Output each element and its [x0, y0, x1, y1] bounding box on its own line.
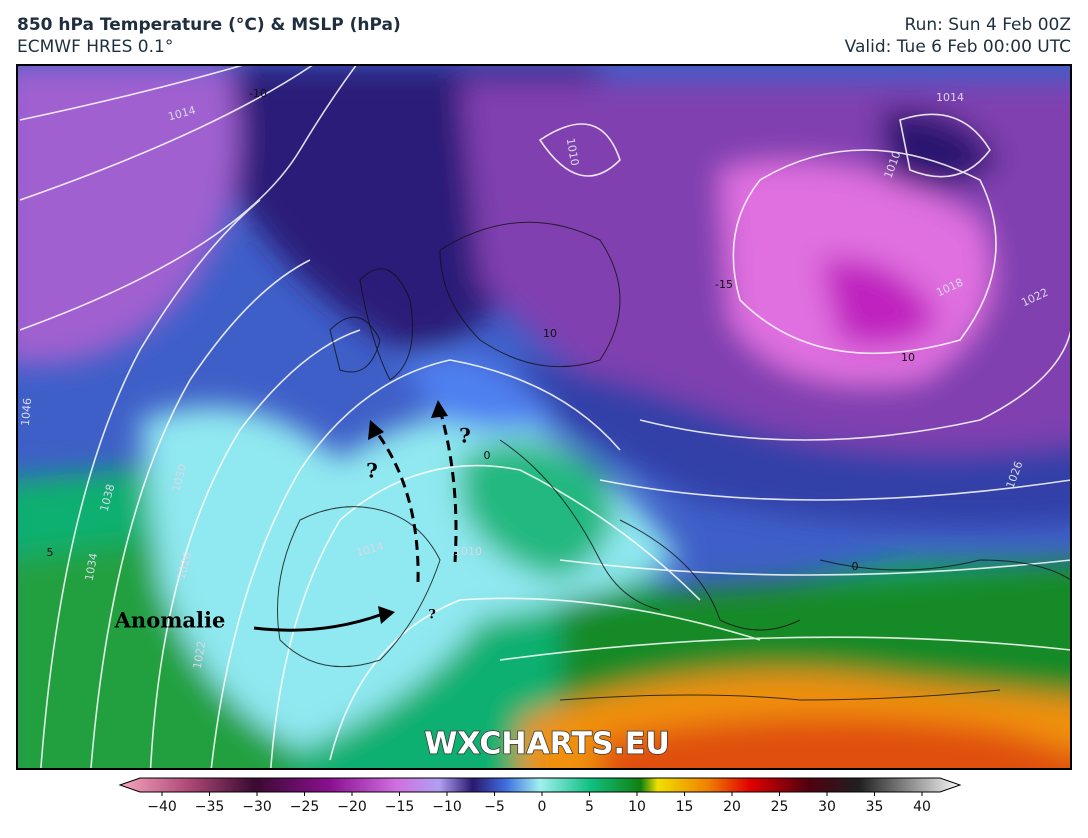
colorbar-tick-label: 20 — [723, 799, 741, 815]
arrow-heads — [368, 400, 448, 624]
watermark: WXCHARTS.EU — [424, 727, 670, 762]
title: 850 hPa Temperature (°C) & MSLP (hPa) — [17, 15, 401, 35]
colorbar-tick-label: −20 — [337, 799, 367, 815]
colorbar-tick-label: −40 — [147, 799, 177, 815]
colorbar-tick-label: −10 — [432, 799, 462, 815]
colorbar-tick-label: −25 — [290, 799, 320, 815]
isobar-label: 1014 — [936, 91, 964, 104]
temperature-label: 0 — [484, 449, 491, 462]
colorbar-tick-label: −5 — [484, 799, 505, 815]
temperature-label: -10 — [249, 87, 267, 100]
isobar-label: 1010 — [454, 545, 482, 558]
temperature-label: 10 — [543, 327, 557, 340]
temperature-label: 5 — [47, 546, 54, 559]
temperature-label: 10 — [901, 351, 915, 364]
colorbar-tick-label: −30 — [242, 799, 272, 815]
isobars — [19, 65, 1071, 769]
colorbar-tick-label: 0 — [538, 799, 547, 815]
question-mark: ? — [428, 608, 436, 623]
colorbar-tick-label: 35 — [866, 799, 884, 815]
colorbar-tick-label: 30 — [818, 799, 836, 815]
colorbar-tick-label: 10 — [628, 799, 646, 815]
colorbar-tick-label: 5 — [585, 799, 594, 815]
valid-time: Valid: Tue 6 Feb 00:00 UTC — [845, 37, 1071, 57]
temperature-label: -15 — [715, 278, 733, 291]
isobar-label: 1022 — [191, 640, 209, 670]
coastlines — [277, 221, 1071, 701]
map-frame — [16, 64, 1072, 770]
question-mark: ? — [366, 459, 378, 483]
annotation-label: Anomalie — [114, 608, 226, 633]
run-time: Run: Sun 4 Feb 00Z — [905, 15, 1071, 35]
colorbar-tick-label: −35 — [195, 799, 225, 815]
annotation-arrows — [253, 409, 458, 632]
colorbar-tick-label: 25 — [771, 799, 789, 815]
temperature-field — [17, 65, 1071, 769]
question-mark: ? — [459, 424, 471, 448]
temperature-label: 0 — [852, 560, 859, 573]
colorbar-tick-label: 40 — [913, 799, 931, 815]
colorbar: −40 −35 −30 −25 −20 −15 −10 −5 0 5 10 15 20 25 30 35 40 — [118, 777, 962, 815]
colorbar-tick-label: 15 — [676, 799, 694, 815]
isobar-label: 1034 — [83, 552, 101, 582]
colorbar-tick-label: −15 — [385, 799, 415, 815]
subtitle: ECMWF HRES 0.1° — [17, 37, 173, 57]
isobar-label: 1010 — [564, 137, 582, 167]
colorbar-scale — [118, 777, 962, 793]
isobar-label: 1046 — [19, 397, 34, 426]
